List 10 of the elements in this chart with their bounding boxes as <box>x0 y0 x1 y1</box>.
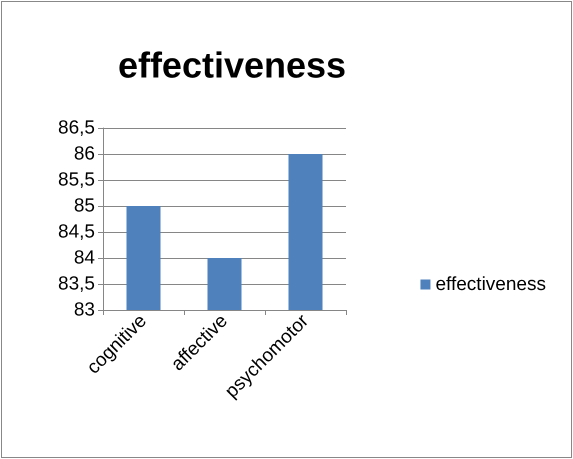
y-tick-label: 86 <box>74 144 95 164</box>
y-tick-label: 84,5 <box>58 222 95 242</box>
y-tick-label: 85,5 <box>58 170 95 190</box>
y-tick-label: 86,5 <box>58 118 95 138</box>
y-tick-label: 84 <box>74 248 96 268</box>
y-tick-label: 83 <box>74 300 95 320</box>
legend-label: effectiveness <box>435 274 546 295</box>
chart-title: effectiveness <box>118 44 346 86</box>
y-tick-label: 85 <box>74 196 95 216</box>
y-tick-label: 83,5 <box>58 274 95 294</box>
